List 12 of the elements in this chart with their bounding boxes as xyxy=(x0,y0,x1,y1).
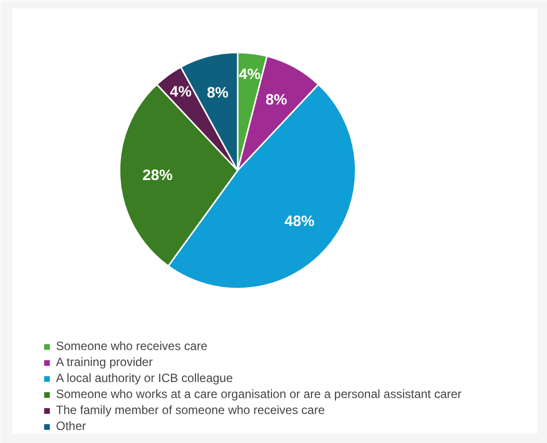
data-label: 8% xyxy=(206,84,229,102)
legend-label: A local authority or ICB colleague xyxy=(56,371,233,385)
legend-label: Someone who works at a care organisation or are a personal assistant carer xyxy=(56,387,462,401)
data-label: 28% xyxy=(142,167,173,184)
legend-label: Other xyxy=(56,419,86,433)
legend-label: A training provider xyxy=(56,355,153,369)
data-label: 4% xyxy=(238,66,261,84)
legend-label: Someone who receives care xyxy=(56,339,208,353)
data-label: 48% xyxy=(284,213,315,230)
data-label: 8% xyxy=(265,92,288,109)
data-label: 4% xyxy=(170,84,192,101)
legend-label: The family member of someone who receives care xyxy=(56,403,325,417)
